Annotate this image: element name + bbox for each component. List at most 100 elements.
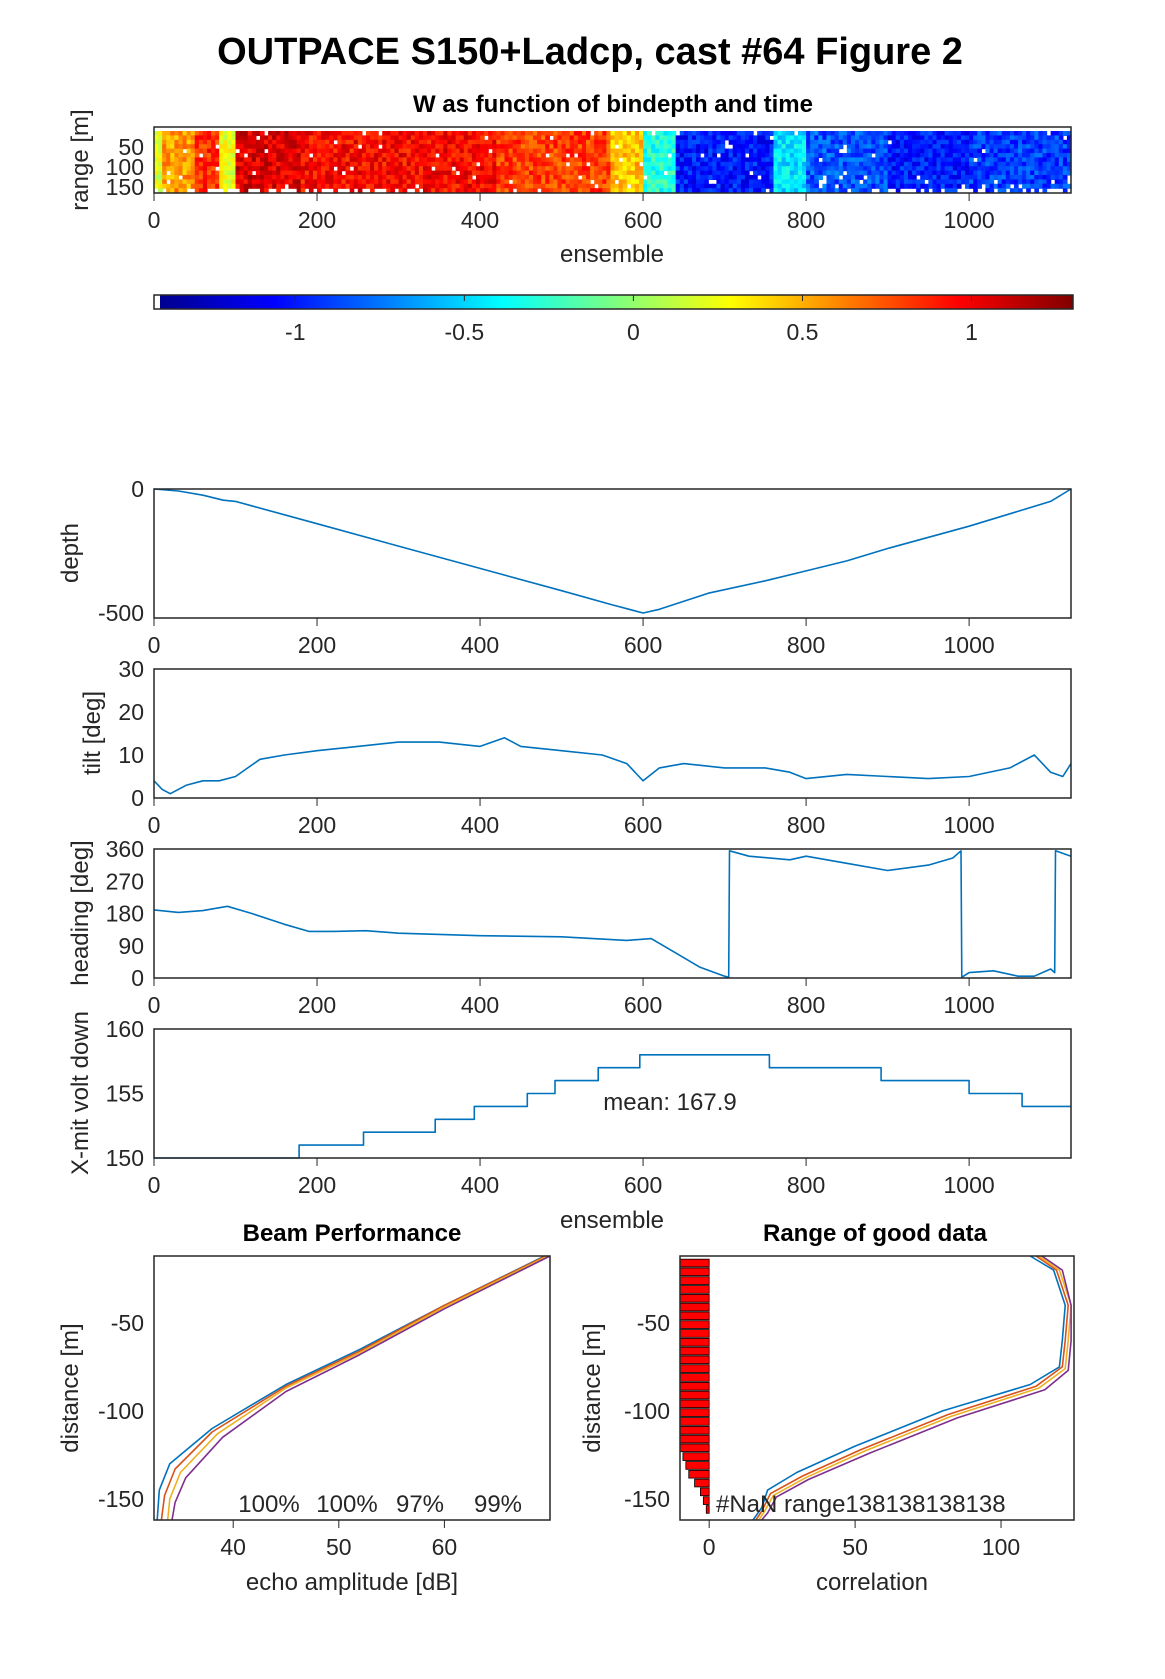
w-heatmap-cell xyxy=(565,188,571,194)
w-heatmap-cell xyxy=(370,157,375,163)
w-heatmap-cell xyxy=(573,139,579,145)
w-heatmap-cell xyxy=(439,183,444,189)
w-heatmap-cell xyxy=(989,157,995,163)
w-heatmap-cell xyxy=(162,157,167,163)
w-heatmap-cell xyxy=(700,148,705,154)
w-heatmap-cell xyxy=(292,166,298,172)
w-heatmap-cell xyxy=(875,179,881,185)
w-heatmap-cell xyxy=(956,157,962,163)
w-heatmap-cell xyxy=(985,131,991,136)
w-heatmap-cell xyxy=(789,183,795,189)
w-heatmap-cell xyxy=(671,157,677,163)
w-heatmap-cell xyxy=(818,135,823,141)
w-heatmap-cell xyxy=(997,148,1003,154)
w-heatmap-cell xyxy=(838,131,844,136)
w-heatmap-cell xyxy=(777,135,783,141)
w-heatmap-cell xyxy=(406,170,412,176)
w-heatmap-cell xyxy=(508,157,514,163)
w-heatmap-cell xyxy=(569,157,575,163)
w-heatmap-cell xyxy=(928,135,934,141)
w-heatmap-cell xyxy=(952,153,958,158)
w-heatmap-cell xyxy=(928,179,934,185)
w-heatmap-cell xyxy=(467,139,473,145)
range-good-data-nan-annotation: #NaN range138138138138 xyxy=(716,1491,1006,1518)
w-heatmap-cell xyxy=(1066,139,1072,145)
w-heatmap-cell xyxy=(846,153,852,158)
w-heatmap-cell xyxy=(948,153,954,158)
w-heatmap-cell xyxy=(190,157,196,163)
w-heatmap-cell xyxy=(842,131,848,136)
w-heatmap-cell xyxy=(606,131,612,136)
w-heatmap-cell xyxy=(264,175,269,180)
w-heatmap-cell xyxy=(304,139,310,145)
w-heatmap-cell xyxy=(969,148,974,154)
w-heatmap-cell xyxy=(716,175,722,180)
w-heatmap-cell xyxy=(492,175,497,180)
w-heatmap-cell xyxy=(993,153,999,158)
w-heatmap-cell xyxy=(561,166,567,172)
w-heatmap-cell xyxy=(480,179,485,185)
w-heatmap-cell xyxy=(965,183,970,189)
w-heatmap-cell xyxy=(895,139,901,145)
w-heatmap-cell xyxy=(288,153,294,158)
w-heatmap-cell xyxy=(810,179,815,185)
w-heatmap-cell xyxy=(557,183,563,189)
xmit-volt-xticks: 0 200 400 600 800 1000 xyxy=(148,1158,995,1198)
w-heatmap-cell xyxy=(704,135,709,141)
w-heatmap-cell xyxy=(948,188,954,194)
nan-count-bar xyxy=(705,1505,710,1514)
w-heatmap-cell xyxy=(924,183,929,189)
w-heatmap-cell xyxy=(569,153,575,158)
w-heatmap-cell xyxy=(781,157,787,163)
w-heatmap-cell xyxy=(867,188,872,194)
w-heatmap-cell xyxy=(194,170,200,176)
w-heatmap-cell xyxy=(712,144,718,150)
w-heatmap-cell xyxy=(198,144,204,150)
w-heatmap-cell xyxy=(402,153,408,158)
range-good-data-xticks: 0 50 100 xyxy=(703,1520,1020,1560)
w-heatmap-cell xyxy=(793,170,799,176)
w-heatmap-cell xyxy=(883,153,889,158)
w-heatmap-cell xyxy=(602,166,607,172)
w-heatmap-cell xyxy=(431,153,436,158)
w-heatmap-cell xyxy=(508,153,514,158)
w-heatmap-cell xyxy=(997,144,1003,150)
w-heatmap-cell xyxy=(687,175,693,180)
w-heatmap-cell xyxy=(891,144,897,150)
w-heatmap-cell xyxy=(162,183,167,189)
w-heatmap-cell xyxy=(940,175,946,180)
w-heatmap-cell xyxy=(451,153,457,158)
w-heatmap-cell xyxy=(842,153,848,158)
w-heatmap-cell xyxy=(1034,188,1039,194)
w-heatmap-cell xyxy=(826,183,832,189)
w-heatmap-cell xyxy=(679,153,685,158)
w-heatmap-cell xyxy=(170,166,175,172)
w-heatmap-cell xyxy=(765,157,771,163)
w-heatmap-cell xyxy=(822,170,828,176)
w-heatmap-cell xyxy=(638,139,644,145)
w-heatmap-cell xyxy=(443,179,449,185)
w-heatmap-cell xyxy=(581,170,587,176)
w-heatmap-cell xyxy=(528,179,534,185)
w-heatmap-cell xyxy=(239,161,245,167)
w-heatmap-cell xyxy=(365,139,371,145)
w-heatmap-cell xyxy=(952,157,958,163)
w-heatmap-cell xyxy=(928,170,934,176)
w-heatmap-cell xyxy=(806,161,811,167)
w-heatmap-cell xyxy=(993,157,999,163)
w-heatmap-cell xyxy=(940,170,946,176)
w-heatmap-cell xyxy=(329,157,334,163)
xmit-volt-series-line xyxy=(154,1054,1071,1159)
w-heatmap-cell xyxy=(414,139,420,145)
w-heatmap-cell xyxy=(459,188,465,194)
w-heatmap-cell xyxy=(773,157,779,163)
w-heatmap-cell xyxy=(912,153,917,158)
w-heatmap-cell xyxy=(716,135,722,141)
w-heatmap-cell xyxy=(651,188,656,194)
w-heatmap-cell xyxy=(1062,153,1068,158)
w-heatmap-cell xyxy=(166,148,171,154)
w-heatmap-cell xyxy=(573,135,579,141)
w-heatmap-cell xyxy=(255,170,261,176)
w-heatmap-cell xyxy=(500,153,506,158)
